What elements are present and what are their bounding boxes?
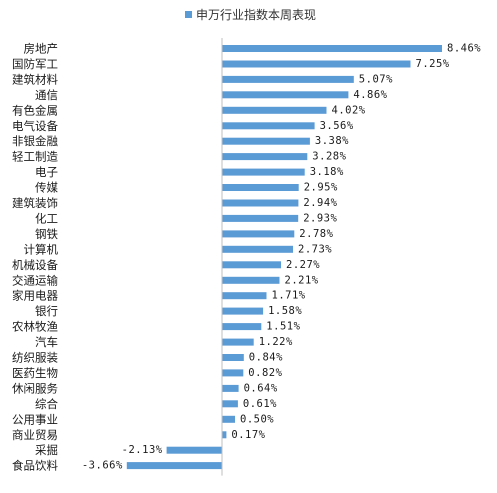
category-label: 家用电器 [12, 289, 58, 303]
value-label: 2.21% [285, 274, 319, 286]
bar-4 [222, 106, 327, 114]
bar-10 [222, 199, 299, 207]
bar-14 [222, 261, 281, 269]
legend-label: 申万行业指数本周表现 [196, 7, 316, 22]
bar-6 [222, 137, 310, 145]
category-label: 纺织服装 [12, 351, 58, 365]
value-label: 2.73% [298, 243, 332, 255]
value-label: 0.84% [249, 352, 283, 364]
category-label: 休闲服务 [12, 381, 58, 395]
category-label: 农林牧渔 [12, 320, 58, 334]
category-label: 交通运输 [12, 273, 58, 287]
bar-27 [126, 462, 222, 470]
category-label: 建筑装饰 [12, 196, 58, 210]
category-label: 商业贸易 [12, 428, 58, 442]
bar-7 [222, 153, 308, 161]
category-label: 国防军工 [12, 57, 58, 71]
bar-25 [222, 431, 227, 439]
category-label: 机械设备 [12, 258, 58, 272]
value-label: 0.61% [243, 398, 277, 410]
value-label: 1.22% [259, 336, 293, 348]
bar-15 [222, 276, 280, 284]
bar-20 [222, 354, 244, 361]
bar-5 [222, 122, 315, 130]
category-label: 医药生物 [12, 366, 58, 380]
category-label: 化工 [35, 211, 58, 225]
value-label: 0.64% [244, 382, 278, 394]
category-label: 轻工制造 [12, 150, 58, 164]
category-label: 电气设备 [12, 119, 58, 133]
value-label: -3.66% [82, 460, 123, 472]
bar-16 [222, 292, 267, 300]
value-label: 2.94% [303, 197, 337, 209]
bar-12 [222, 230, 295, 238]
bar-0 [222, 45, 442, 52]
category-label: 银行 [35, 304, 58, 318]
bar-2 [222, 75, 354, 83]
category-label: 综合 [35, 397, 58, 411]
value-label: 5.07% [359, 73, 393, 85]
value-label: 4.02% [332, 104, 366, 116]
bar-22 [222, 384, 239, 392]
category-label: 房地产 [24, 42, 59, 56]
bar-17 [222, 307, 264, 315]
value-label: 0.50% [240, 413, 274, 425]
value-label: 1.51% [266, 321, 300, 333]
category-label: 钢铁 [35, 227, 58, 241]
legend-swatch [185, 11, 192, 18]
category-labels: 房地产国防军工建筑材料通信有色金属电气设备非银金融轻工制造电子传媒建筑装饰化工钢… [12, 42, 58, 473]
value-label: 2.78% [299, 228, 333, 240]
category-label: 非银金融 [12, 134, 58, 148]
category-label: 传媒 [35, 181, 58, 195]
category-label: 公用事业 [12, 412, 58, 426]
value-label: 1.71% [272, 290, 306, 302]
value-label: 3.18% [310, 166, 344, 178]
bars-group [126, 45, 442, 470]
value-label: 0.82% [248, 367, 282, 379]
bar-26 [166, 446, 222, 454]
value-label: 2.27% [286, 259, 320, 271]
value-label: 8.46% [447, 43, 481, 55]
value-label: 0.17% [231, 429, 265, 441]
category-label: 通信 [35, 88, 58, 102]
category-label: 计算机 [24, 242, 59, 256]
bar-19 [222, 338, 254, 346]
category-label: 有色金属 [12, 103, 58, 117]
category-label: 电子 [35, 165, 58, 179]
category-label: 食品饮料 [12, 459, 58, 473]
value-label: 2.95% [304, 182, 338, 194]
bar-1 [222, 60, 411, 68]
category-label: 建筑材料 [12, 72, 58, 86]
value-label: 2.93% [303, 212, 337, 224]
category-label: 汽车 [35, 335, 58, 349]
bar-13 [222, 245, 293, 253]
value-label: -2.13% [122, 444, 163, 456]
bar-18 [222, 323, 262, 331]
value-labels: 8.46% 7.25% 5.07% 4.86% 4.02% 3.56% 3.38% 3.28%… [82, 43, 481, 472]
bar-24 [222, 415, 235, 423]
bar-21 [222, 369, 244, 377]
bar-3 [222, 91, 349, 99]
value-label: 3.56% [320, 120, 354, 132]
value-label: 4.86% [353, 89, 387, 101]
bar-9 [222, 184, 299, 191]
bar-8 [222, 168, 305, 176]
bar-23 [222, 400, 238, 408]
value-label: 3.28% [312, 151, 346, 163]
category-label: 采掘 [35, 443, 58, 457]
bar-11 [222, 214, 299, 222]
legend: 申万行业指数本周表现 [185, 7, 316, 22]
value-label: 1.58% [268, 305, 302, 317]
value-label: 3.38% [315, 135, 349, 147]
value-label: 7.25% [416, 58, 450, 70]
